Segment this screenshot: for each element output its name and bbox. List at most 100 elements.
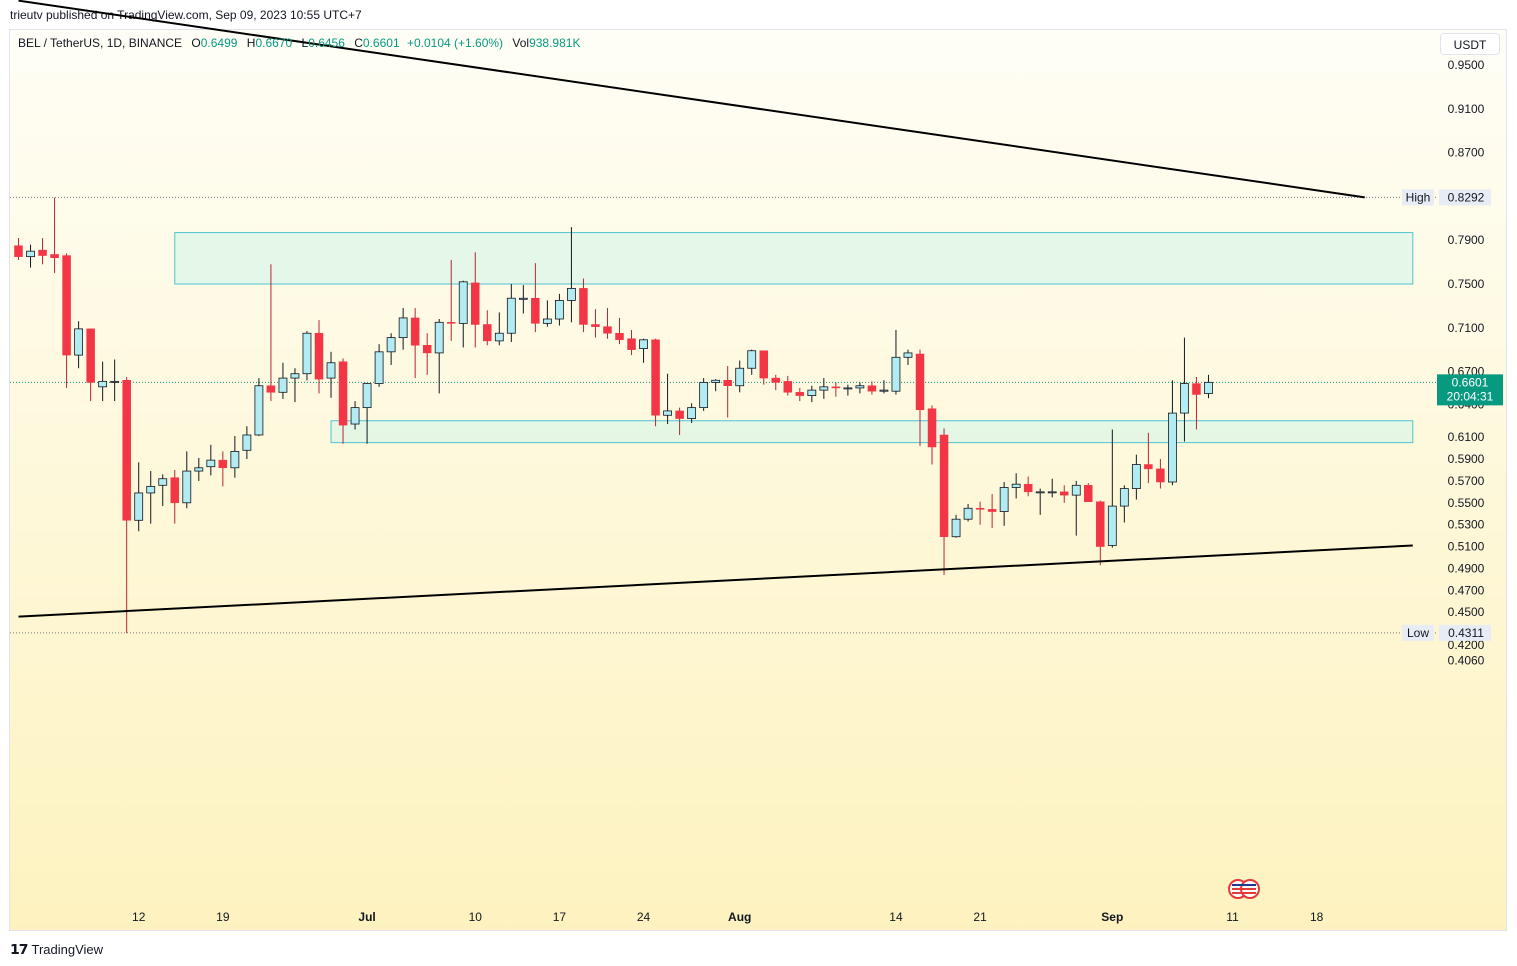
candle-body: [50, 254, 59, 258]
candle-body: [999, 487, 1009, 512]
candle-body: [74, 328, 83, 356]
candle-body: [1107, 505, 1117, 546]
candle-body: [494, 332, 504, 342]
candle-body: [278, 377, 288, 393]
candle-body: [134, 492, 144, 521]
candles-layer: [14, 197, 1213, 633]
candle-body: [663, 410, 672, 416]
candle-body: [735, 367, 745, 387]
candle-body: [1144, 464, 1153, 470]
candle-body: [795, 392, 805, 396]
candle-body: [1131, 464, 1141, 489]
candle-body: [675, 410, 684, 419]
supply-demand-zone: [330, 420, 1414, 444]
ascending-trendline[interactable]: [18, 544, 1413, 618]
candle-body: [771, 377, 781, 383]
candle-body: [242, 434, 252, 451]
price-tick-label: 0.9500: [1448, 58, 1485, 72]
currency-button[interactable]: USDT: [1440, 33, 1500, 55]
chart-background: [10, 30, 1506, 930]
candle-body: [987, 509, 997, 512]
time-tick-label: 24: [637, 910, 651, 924]
candle-body: [1059, 491, 1069, 496]
candle-body: [182, 470, 192, 504]
volume-value: 938.981K: [529, 36, 581, 50]
candle-body: [915, 353, 925, 411]
candle-body: [1071, 484, 1081, 496]
tradingview-logo[interactable]: 𝟭𝟳 TradingView: [10, 941, 103, 958]
reference-lines: [10, 196, 1437, 634]
us-flag-icon[interactable]: [1228, 879, 1260, 899]
candle-body: [326, 362, 336, 379]
candle-body: [651, 339, 660, 416]
price-tick-label: 0.5900: [1448, 452, 1485, 466]
chart-frame: [9, 29, 1507, 931]
price-axis[interactable]: 0.95000.91000.87000.79000.75000.71000.67…: [1437, 30, 1506, 930]
last-price-value: 0.6601: [1452, 375, 1489, 389]
zones-layer: [174, 232, 1414, 444]
candle-body: [855, 385, 865, 389]
descending-trendline[interactable]: [18, 0, 1365, 199]
candle-body: [422, 345, 432, 354]
high-value: 0.6670: [255, 36, 293, 50]
candle-body: [230, 450, 240, 469]
price-tick-label: 0.4900: [1448, 561, 1485, 575]
candle-body: [398, 317, 408, 339]
candle-body: [314, 332, 324, 380]
price-tick-label: 0.5700: [1448, 474, 1485, 488]
time-tick-label: 18: [1310, 910, 1324, 924]
time-tick-label: 10: [469, 910, 483, 924]
symbol-name[interactable]: BEL / TetherUS, 1D, BINANCE: [18, 36, 183, 50]
price-tick-label: 0.5300: [1448, 518, 1485, 532]
candle-body: [603, 326, 612, 334]
high-marker-value: 0.8292: [1448, 190, 1485, 204]
candle-body: [158, 478, 168, 486]
price-tick-label: 0.5500: [1448, 496, 1485, 510]
symbol-legend: BEL / TetherUS, 1D, BINANCE O0.6499 H0.6…: [18, 36, 580, 50]
candle-body: [86, 328, 95, 383]
candle-body: [927, 408, 937, 448]
candle-body: [831, 386, 841, 389]
price-tick-label: 0.5100: [1448, 540, 1485, 554]
time-tick-label: 12: [132, 910, 146, 924]
candle-body: [1047, 491, 1057, 494]
candle-body: [362, 383, 372, 409]
candle-body: [110, 380, 120, 383]
candle-body: [591, 324, 600, 327]
high-marker-value-bg: [1439, 189, 1491, 206]
candle-body: [290, 373, 300, 379]
candle-body: [1168, 412, 1177, 483]
bar-countdown: 20:04:31: [1447, 389, 1494, 403]
time-tick-label: Sep: [1101, 910, 1123, 924]
candle-body: [62, 255, 71, 356]
candle-body: [579, 288, 588, 325]
candle-body: [38, 249, 47, 256]
candle-body: [542, 318, 552, 324]
candle-body: [867, 385, 877, 392]
candle-body: [122, 380, 131, 521]
time-axis[interactable]: 12 19 Jul 10 17 24 Aug 14 21 Sep 11 18: [132, 910, 1324, 924]
low-marker-label: Low: [1407, 626, 1429, 640]
time-tick-label: Jul: [358, 910, 375, 924]
candle-body: [891, 356, 901, 392]
price-tick-label: 0.6100: [1448, 430, 1485, 444]
candle-body: [687, 407, 697, 419]
candle-body: [555, 300, 564, 320]
candle-body: [218, 459, 228, 469]
last-price-tag: [1437, 374, 1503, 406]
price-tick-label: 0.7100: [1448, 321, 1485, 335]
candle-body: [434, 321, 444, 354]
change-value: +0.0104 (+1.60%): [406, 36, 504, 50]
price-tick-label: 0.9100: [1448, 102, 1485, 116]
candle-body: [483, 324, 492, 342]
candle-body: [374, 351, 384, 384]
candle-body: [458, 281, 468, 324]
candle-body: [266, 385, 276, 393]
candle-body: [843, 387, 853, 390]
candle-body: [446, 322, 456, 324]
candle-body: [206, 459, 216, 468]
tradingview-brand: TradingView: [31, 942, 104, 957]
candle-body: [350, 407, 360, 425]
